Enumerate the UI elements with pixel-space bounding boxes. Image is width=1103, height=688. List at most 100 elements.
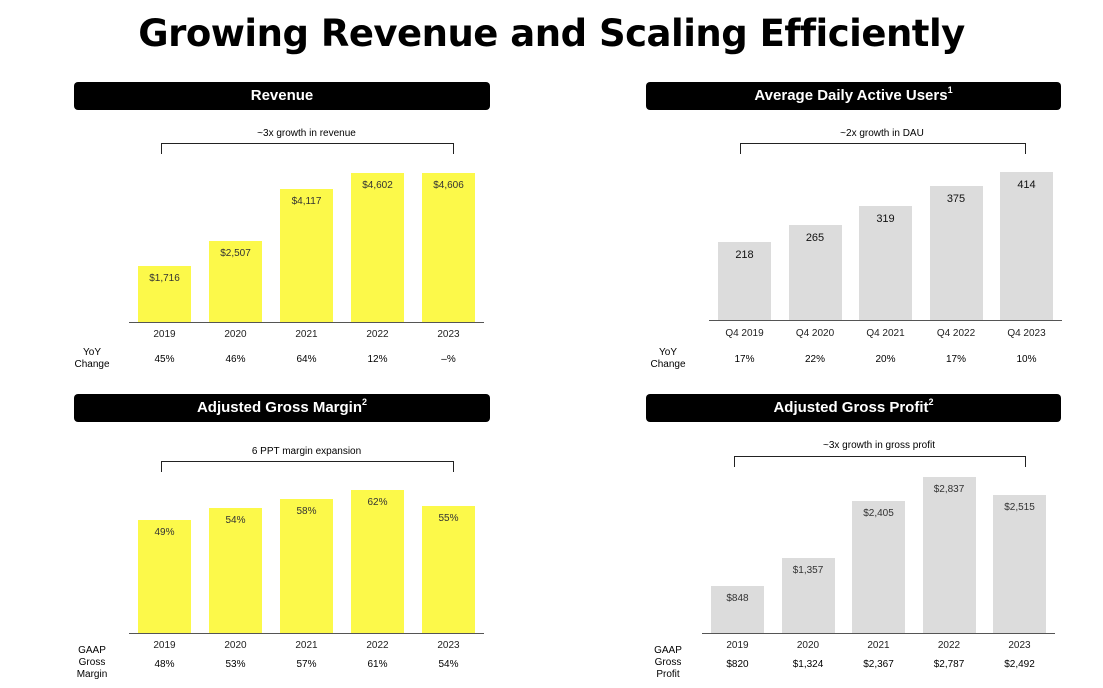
tick-label: 2022 [937, 640, 961, 651]
metric-value: 45% [154, 354, 175, 365]
tick-label: Q4 2023 [1007, 328, 1046, 339]
metric-value: 57% [296, 659, 317, 670]
tick-label: 2020 [224, 329, 247, 340]
metric-value: 46% [225, 354, 246, 365]
metric-row-label: YoY Change [650, 347, 686, 370]
chart-title: Average Daily Active Users1 [646, 82, 1061, 110]
metric-value: 48% [154, 659, 175, 670]
data-label: $2,507 [220, 247, 251, 259]
metric-row-label: YoY Change [74, 347, 110, 370]
page-title: Growing Revenue and Scaling Efficiently [138, 12, 965, 55]
growth-bracket-label: ~3x growth in gross profit [820, 440, 938, 451]
growth-bracket-label: 6 PPT margin expansion [248, 446, 365, 457]
chart-title-text: Adjusted Gross Profit [773, 399, 929, 416]
data-label: 58% [296, 505, 317, 517]
bar [351, 489, 404, 633]
data-label: 414 [1017, 178, 1036, 191]
bar [718, 242, 771, 320]
bar [280, 188, 333, 322]
growth-bracket [734, 456, 1026, 467]
data-label: 55% [438, 512, 459, 524]
metric-value: 17% [945, 354, 966, 365]
metric-value: 22% [804, 354, 825, 365]
bar [351, 172, 404, 322]
chart-title: Revenue [74, 82, 490, 110]
bar [929, 185, 983, 320]
data-label: $4,606 [433, 179, 464, 191]
tick-label: 2019 [153, 329, 176, 340]
metric-value: $2,787 [933, 659, 965, 670]
bar [422, 505, 475, 633]
tick-label: Q4 2022 [936, 328, 976, 339]
footnote-marker: 2 [928, 397, 934, 407]
tick-label: 2022 [366, 329, 389, 340]
growth-bracket [161, 143, 454, 154]
tick-label: 2021 [295, 329, 318, 340]
footnote-marker: 2 [362, 397, 368, 407]
data-label: $848 [726, 593, 749, 605]
bar [422, 172, 475, 322]
metric-value: –% [441, 354, 456, 365]
bar [280, 498, 333, 633]
tick-label: 2020 [796, 640, 820, 651]
bar [922, 476, 976, 633]
metric-value: $2,492 [1004, 659, 1035, 670]
growth-bracket-label: ~3x growth in revenue [254, 128, 359, 139]
metric-value: $1,324 [792, 659, 824, 670]
data-label: $2,837 [933, 483, 965, 495]
growth-bracket [740, 143, 1026, 154]
data-label: 265 [805, 232, 825, 245]
metric-value: 64% [296, 354, 317, 365]
x-axis [709, 320, 1062, 321]
bar [859, 205, 912, 320]
data-label: $2,515 [1004, 501, 1035, 513]
metric-value: $2,367 [863, 659, 894, 670]
data-label: 54% [225, 515, 246, 527]
bar [852, 500, 905, 633]
metric-value: 53% [225, 659, 246, 670]
chart-title: Adjusted Gross Profit2 [646, 394, 1061, 422]
bar [781, 558, 835, 633]
metric-value: 17% [734, 354, 755, 365]
metric-value: 61% [367, 659, 388, 670]
metric-value: $820 [726, 659, 749, 670]
bar [138, 519, 191, 633]
tick-label: 2023 [1008, 640, 1031, 651]
data-label: 62% [367, 496, 388, 508]
metric-row-label: GAAP Gross Margin [76, 645, 108, 680]
data-label: 319 [876, 212, 895, 225]
tick-label: 2021 [867, 640, 890, 651]
bar [711, 586, 764, 633]
metric-value: 12% [367, 354, 388, 365]
chart-title-text: Average Daily Active Users [754, 87, 948, 104]
data-label: 49% [154, 526, 175, 538]
tick-label: Q4 2020 [795, 328, 835, 339]
tick-label: Q4 2021 [866, 328, 905, 339]
bar [138, 266, 191, 322]
bar [993, 494, 1046, 633]
tick-label: 2023 [437, 329, 460, 340]
growth-bracket-label: ~2x growth in DAU [837, 128, 927, 139]
tick-label: 2019 [726, 640, 749, 651]
x-axis [129, 633, 484, 634]
data-label: 218 [735, 249, 754, 261]
metric-value: 20% [875, 354, 896, 365]
chart-title-text: Adjusted Gross Margin [196, 399, 362, 416]
x-axis [129, 322, 484, 323]
footnote-marker: 1 [947, 85, 953, 95]
data-label: $2,405 [863, 507, 894, 519]
tick-label: Q4 2019 [725, 328, 764, 339]
bar [209, 240, 262, 322]
metric-value: 10% [1016, 354, 1037, 365]
data-label: 375 [946, 192, 966, 205]
data-label: $1,716 [149, 273, 180, 285]
bar [209, 508, 262, 633]
tick-label: 2022 [366, 640, 389, 651]
data-label: $4,602 [362, 179, 393, 191]
x-axis [702, 633, 1055, 634]
growth-bracket [161, 461, 454, 472]
tick-label: 2023 [437, 640, 460, 651]
metric-row-label: GAAP Gross Profit [654, 645, 682, 680]
data-label: $1,357 [792, 565, 824, 577]
metric-value: 54% [438, 659, 459, 670]
